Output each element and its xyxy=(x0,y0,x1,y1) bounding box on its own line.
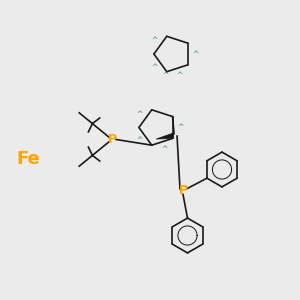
Text: P: P xyxy=(178,184,188,197)
Text: ^: ^ xyxy=(151,36,157,45)
Polygon shape xyxy=(156,133,173,139)
Text: P: P xyxy=(108,133,117,146)
Text: ^: ^ xyxy=(176,71,183,80)
Text: ^: ^ xyxy=(192,50,198,58)
Text: Fe: Fe xyxy=(16,150,40,168)
Text: ^: ^ xyxy=(136,136,142,145)
Text: ^: ^ xyxy=(136,110,142,119)
Text: ^: ^ xyxy=(161,145,168,154)
Text: ^: ^ xyxy=(162,71,169,80)
Text: ^: ^ xyxy=(177,123,183,132)
Text: ^: ^ xyxy=(151,63,157,72)
